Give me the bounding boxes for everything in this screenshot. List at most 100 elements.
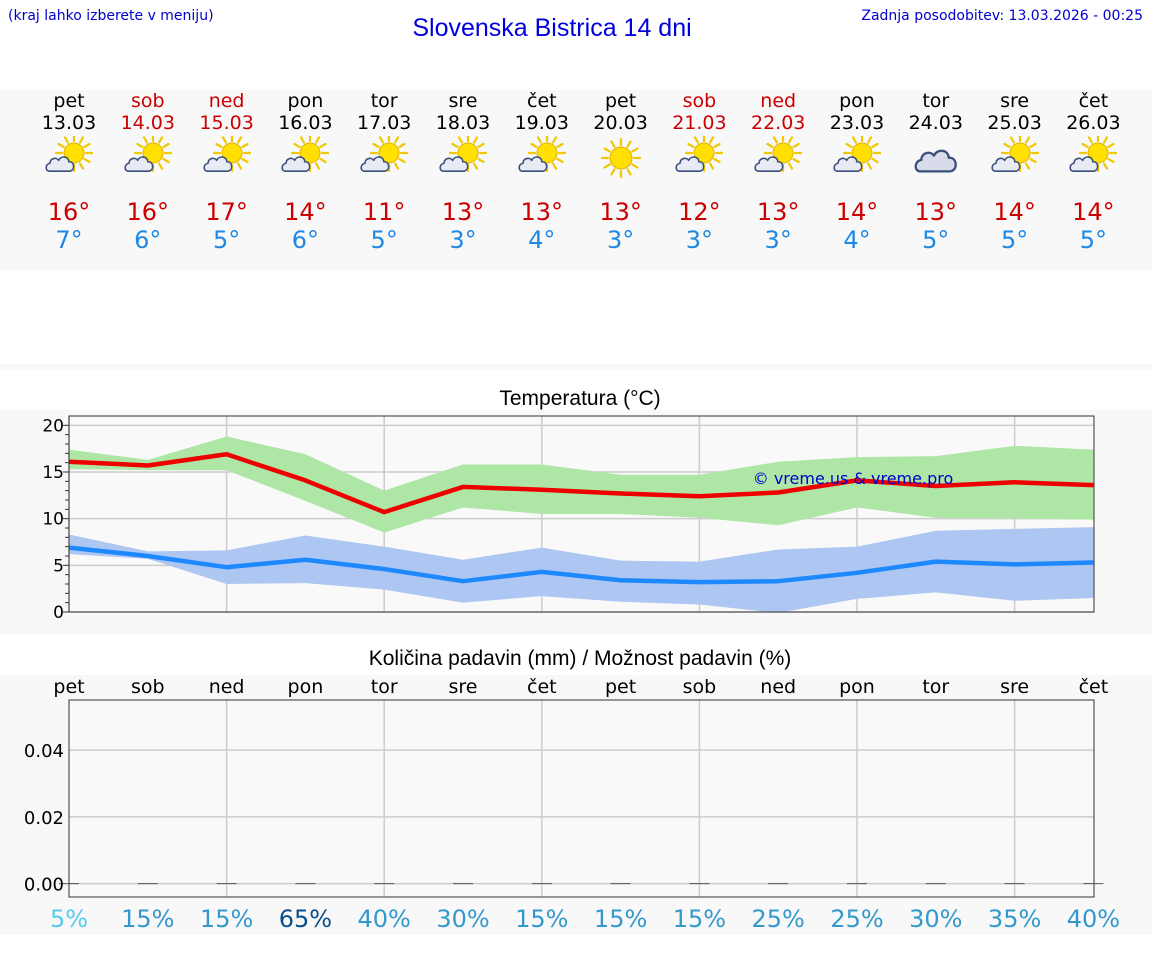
day-name: sre: [448, 90, 478, 112]
y-tick-label: 0.04: [24, 741, 64, 762]
day-column: sob 14.03 16° 6°: [98, 90, 198, 260]
max-temp: 16°: [126, 198, 170, 226]
max-temp: 16°: [47, 198, 91, 226]
sun-cloud-icon: [989, 133, 1041, 180]
day-axis-label: sre: [1000, 676, 1029, 698]
day-column: pet 13.03 16° 7°: [19, 90, 119, 260]
temperature-chart: 0 5 10 15 20 © vreme.us & vreme.pro: [42, 415, 1095, 623]
sun-cloud-icon: [279, 133, 331, 180]
y-tick-label: 5: [53, 556, 64, 576]
precip-bar: [689, 883, 710, 885]
y-tick-label: 20: [42, 416, 64, 436]
precip-bar: [847, 883, 867, 885]
day-name: tor: [922, 90, 950, 112]
precip-probability: 25%: [752, 905, 805, 933]
day-name: tor: [370, 90, 398, 112]
cloud-shape: [833, 156, 863, 172]
day-date: 22.03: [750, 112, 806, 134]
max-temp-line: [68, 452, 1094, 515]
day-date: 26.03: [1066, 112, 1121, 134]
cloud-shape: [281, 156, 311, 172]
day-axis-label: ned: [209, 676, 245, 698]
day-axis-label: tor: [371, 676, 398, 698]
cloud-shape: [439, 156, 469, 172]
day-axis-label: pet: [53, 676, 84, 698]
min-temp: 5°: [212, 226, 241, 254]
precip-bar: [1083, 883, 1104, 885]
sun-icon: [595, 136, 647, 180]
cloud-shape: [360, 156, 390, 172]
precip-bar: [374, 883, 395, 885]
y-tick-label: 0: [53, 603, 64, 623]
max-temp: 11°: [362, 198, 406, 226]
min-temp: 5°: [922, 226, 950, 254]
day-name: pon: [839, 90, 875, 112]
max-temp: 17°: [205, 198, 248, 226]
day-column: sre 18.03 13° 3°: [413, 90, 513, 260]
min-temp: 5°: [1079, 226, 1108, 254]
day-column: pon 16.03 14° 6°: [255, 90, 355, 260]
day-date: 14.03: [120, 112, 175, 134]
sun-cloud-icon: [437, 133, 489, 180]
day-name: čet: [527, 90, 557, 112]
precip-probability: 15%: [594, 905, 647, 933]
precip-probability: 15%: [200, 905, 253, 933]
sun-shape: [1079, 133, 1118, 173]
precip-probability: 40%: [358, 905, 411, 933]
day-axis-label: ned: [760, 676, 796, 698]
temperature-chart-title: Temperatura (°C): [499, 387, 661, 410]
cloud-shape: [202, 156, 233, 172]
y-tick-label: 15: [42, 463, 64, 483]
sun-cloud-icon: [673, 133, 725, 180]
sun-shape: [448, 133, 488, 173]
min-temp: 3°: [606, 226, 635, 254]
day-name: pet: [53, 90, 85, 112]
day-axis-label: pet: [605, 676, 636, 698]
min-temp: 4°: [843, 226, 871, 254]
precip-probability: 35%: [988, 905, 1041, 933]
cloud-icon: [910, 136, 962, 180]
precip-probability: 15%: [121, 905, 174, 933]
day-column: sob 21.03 12° 3°: [649, 90, 749, 260]
day-name: pon: [287, 90, 324, 112]
max-temp: 14°: [993, 198, 1036, 226]
sun-cloud-icon: [752, 133, 804, 180]
day-axis-label: čet: [527, 676, 557, 698]
precip-bar: [610, 883, 631, 885]
sun-cloud-icon: [516, 133, 568, 180]
day-date: 15.03: [199, 112, 254, 134]
day-date: 25.03: [987, 112, 1042, 134]
max-temp: 13°: [441, 198, 485, 226]
day-name: sob: [682, 90, 717, 112]
min-temp: 5°: [1000, 226, 1029, 254]
max-temp: 14°: [835, 198, 879, 226]
day-date: 16.03: [278, 112, 333, 134]
day-axis-label: sob: [683, 676, 717, 698]
day-axis-label: pon: [288, 676, 324, 698]
day-column: ned 22.03 13° 3°: [728, 90, 828, 260]
day-date: 13.03: [41, 112, 97, 134]
day-date: 20.03: [593, 112, 648, 134]
max-temp: 14°: [1072, 198, 1115, 226]
location-hint[interactable]: (kraj lahko izberete v meniju): [8, 8, 214, 24]
cloud-shape: [124, 156, 154, 172]
cloud-shape: [990, 156, 1021, 172]
cloud-shape: [754, 156, 784, 172]
precip-bar: [768, 883, 789, 885]
min-temp: 7°: [55, 226, 83, 254]
forecast-band: [0, 90, 1152, 270]
day-column: tor 17.03 11° 5°: [334, 90, 434, 260]
cloud-shape: [45, 156, 75, 172]
day-name: čet: [1078, 90, 1109, 112]
day-name: ned: [760, 90, 797, 112]
watermark: © vreme.us & vreme.pro: [753, 469, 954, 488]
sun-cloud-icon: [831, 133, 883, 180]
min-temp-range-band: [69, 527, 1094, 613]
precip-bar: [453, 883, 473, 885]
day-column: tor 24.03 13° 5°: [886, 90, 986, 260]
day-date: 19.03: [514, 112, 569, 134]
cloud-shape: [1069, 156, 1099, 172]
day-name: pet: [604, 90, 637, 112]
min-temp: 6°: [134, 226, 162, 254]
day-name: sre: [1000, 90, 1030, 112]
